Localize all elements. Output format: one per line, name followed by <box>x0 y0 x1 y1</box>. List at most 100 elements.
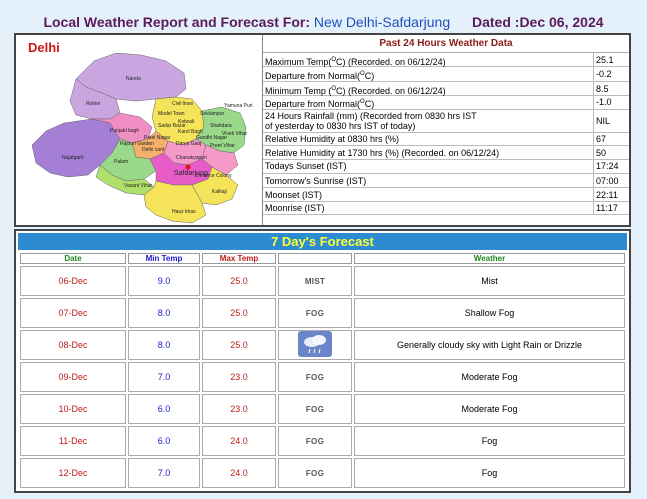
map-label-rajouri: Rajouri Garden <box>120 141 154 147</box>
fog-icon: FOG <box>305 373 325 382</box>
forecast-icon-cell: FOG <box>278 426 352 456</box>
past-24h-value: 17:24 <box>593 160 629 173</box>
map-region-hauz <box>143 180 207 224</box>
past-24h-label: Maximum Temp(OC) (Recorded. on 06/12/24) <box>265 57 446 67</box>
past-24h-label: Minimum Temp (OC) (Recorded. on 06/12/24… <box>265 86 446 96</box>
map-label-safdarjung: Safdarjung <box>174 170 208 177</box>
forecast-row: 09-Dec 7.0 23.0 FOG Moderate Fog <box>20 362 625 392</box>
forecast-max-temp: 25.0 <box>202 266 276 296</box>
map-label-vivek: Vivek Vihar <box>222 131 247 137</box>
forecast-date: 12-Dec <box>20 458 126 488</box>
past-24h-label: Relative Humidity at 1730 hrs (%) (Recor… <box>265 148 500 158</box>
past-24h-row: Relative Humidity at 1730 hrs (%) (Recor… <box>263 146 629 160</box>
title-prefix: Local Weather Report and Forecast For: <box>43 14 311 30</box>
forecast-icon-cell: FOG <box>278 458 352 488</box>
header-min: Min Temp <box>128 253 200 264</box>
past-24h-row: Tomorrow's Sunrise (IST) 07:00 <box>263 173 629 188</box>
forecast-max-temp: 25.0 <box>202 298 276 328</box>
past-24h-label: Tomorrow's Sunrise (IST) <box>265 175 367 186</box>
forecast-table: Date Min Temp Max Temp Weather 06-Dec 9.0… <box>18 251 627 490</box>
past-24h-row: Todays Sunset (IST) 17:24 <box>263 160 629 174</box>
past-24h-table: Past 24 Hours Weather Data Maximum Temp(… <box>262 35 629 225</box>
past-24h-label: Relative Humidity at 0830 hrs (%) <box>265 133 400 144</box>
map-label-yamuna: Yamuna Puri <box>224 103 253 109</box>
map-label-model: Model Town <box>158 111 185 117</box>
forecast-min-temp: 8.0 <box>128 298 200 328</box>
forecast-row: 11-Dec 6.0 24.0 FOG Fog <box>20 426 625 456</box>
fog-icon: FOG <box>305 469 325 478</box>
delhi-map: Narela Rohini Najafgarh Punjabi bagh Pal… <box>16 35 262 225</box>
forecast-min-temp: 7.0 <box>128 458 200 488</box>
map-label-civil: Civil lines <box>172 101 194 107</box>
past-24h-label: Moonset (IST) <box>265 189 323 200</box>
map-label-shahdara: Shahdara <box>210 123 232 129</box>
map-label-sadar: Sadar Bazar <box>158 123 186 129</box>
past-24h-value: -0.2 <box>593 67 629 81</box>
forecast-min-temp: 6.0 <box>128 426 200 456</box>
past-24h-label: Departure from Normal(OC) <box>265 99 375 109</box>
delhi-map-svg: Narela Rohini Najafgarh Punjabi bagh Pal… <box>31 52 253 224</box>
map-region-punjabi <box>91 112 153 144</box>
forecast-row: 07-Dec 8.0 25.0 FOG Shallow Fog <box>20 298 625 328</box>
forecast-weather: Fog <box>354 426 625 456</box>
forecast-row: 12-Dec 7.0 24.0 FOG Fog <box>20 458 625 488</box>
forecast-row: 10-Dec 6.0 23.0 FOG Moderate Fog <box>20 394 625 424</box>
header-max: Max Temp <box>202 253 276 264</box>
map-label-palam: Palam <box>114 159 128 165</box>
map-label-daryaganj: Darya Ganj <box>176 141 201 147</box>
forecast-date: 11-Dec <box>20 426 126 456</box>
map-label-punjabi: Punjabi bagh <box>110 128 139 134</box>
past-24h-row: Moonset (IST) 22:11 <box>263 187 629 202</box>
forecast-min-temp: 8.0 <box>128 330 200 360</box>
forecast-row: 06-Dec 9.0 25.0 MIST Mist <box>20 266 625 296</box>
map-label-vasant: Vasant Vihar <box>124 183 153 189</box>
past-24h-row: Minimum Temp (OC) (Recorded. on 06/12/24… <box>263 82 629 96</box>
forecast-max-temp: 25.0 <box>202 330 276 360</box>
map-region-preet <box>201 144 239 176</box>
past-24h-row: Departure from Normal(OC) -0.2 <box>263 67 629 82</box>
forecast-icon-cell: FOG <box>278 298 352 328</box>
forecast-weather: Moderate Fog <box>354 394 625 424</box>
forecast-body: 06-Dec 9.0 25.0 MIST Mist 07-Dec 8.0 25.0 FOG Sha… <box>20 266 625 488</box>
forecast-min-temp: 6.0 <box>128 394 200 424</box>
fog-icon: FOG <box>305 405 325 414</box>
past-24h-label: 24 Hours Rainfall (mm) (Recorded from 08… <box>265 110 477 131</box>
past-24h-value: 8.5 <box>593 82 629 95</box>
forecast-date: 10-Dec <box>20 394 126 424</box>
forecast-weather: Fog <box>354 458 625 488</box>
past-24h-value: -1.0 <box>593 96 629 109</box>
title-date: Dated :Dec 06, 2024 <box>472 14 604 30</box>
forecast-max-temp: 24.0 <box>202 458 276 488</box>
map-label-gandhi: Gandhi Nagar <box>196 135 227 141</box>
map-label-karol: Karol Bagh <box>178 129 203 135</box>
map-label-najafgarh: Najafgarh <box>62 155 84 161</box>
forecast-date: 06-Dec <box>20 266 126 296</box>
past-24h-value: 25.1 <box>593 53 629 66</box>
header-weather: Weather <box>354 253 625 264</box>
forecast-date: 08-Dec <box>20 330 126 360</box>
report-title: Local Weather Report and Forecast For: N… <box>0 14 647 30</box>
forecast-icon-cell <box>278 330 352 360</box>
forecast-panel: 7 Day's Forecast Date Min Temp Max Temp … <box>14 229 631 493</box>
header-date: Date <box>20 253 126 264</box>
map-region-kalkaji <box>191 166 239 206</box>
rain-cloud-icon <box>298 331 332 357</box>
map-label-kotwali: Kotwali <box>178 119 194 125</box>
past-24h-title: Past 24 Hours Weather Data <box>263 35 629 53</box>
map-label-seelampur: Seelampur <box>200 111 225 117</box>
past-24h-value: 67 <box>593 132 629 145</box>
title-location: New Delhi-Safdarjung <box>313 14 451 30</box>
forecast-min-temp: 7.0 <box>128 362 200 392</box>
map-label-delhicant: Delhi cant <box>142 147 165 153</box>
past-24h-label: Todays Sunset (IST) <box>265 161 347 171</box>
fog-icon: FOG <box>305 437 325 446</box>
past-24h-row: Relative Humidity at 0830 hrs (%) 67 <box>263 132 629 146</box>
mist-icon: MIST <box>304 277 326 286</box>
map-label-defence: Defence Colony <box>196 173 232 179</box>
header-icon <box>278 253 352 264</box>
forecast-icon-cell: MIST <box>278 266 352 296</box>
forecast-max-temp: 23.0 <box>202 362 276 392</box>
forecast-weather: Moderate Fog <box>354 362 625 392</box>
past-24h-row: Maximum Temp(OC) (Recorded. on 06/12/24)… <box>263 53 629 67</box>
past-24h-value: 11:17 <box>593 201 629 214</box>
